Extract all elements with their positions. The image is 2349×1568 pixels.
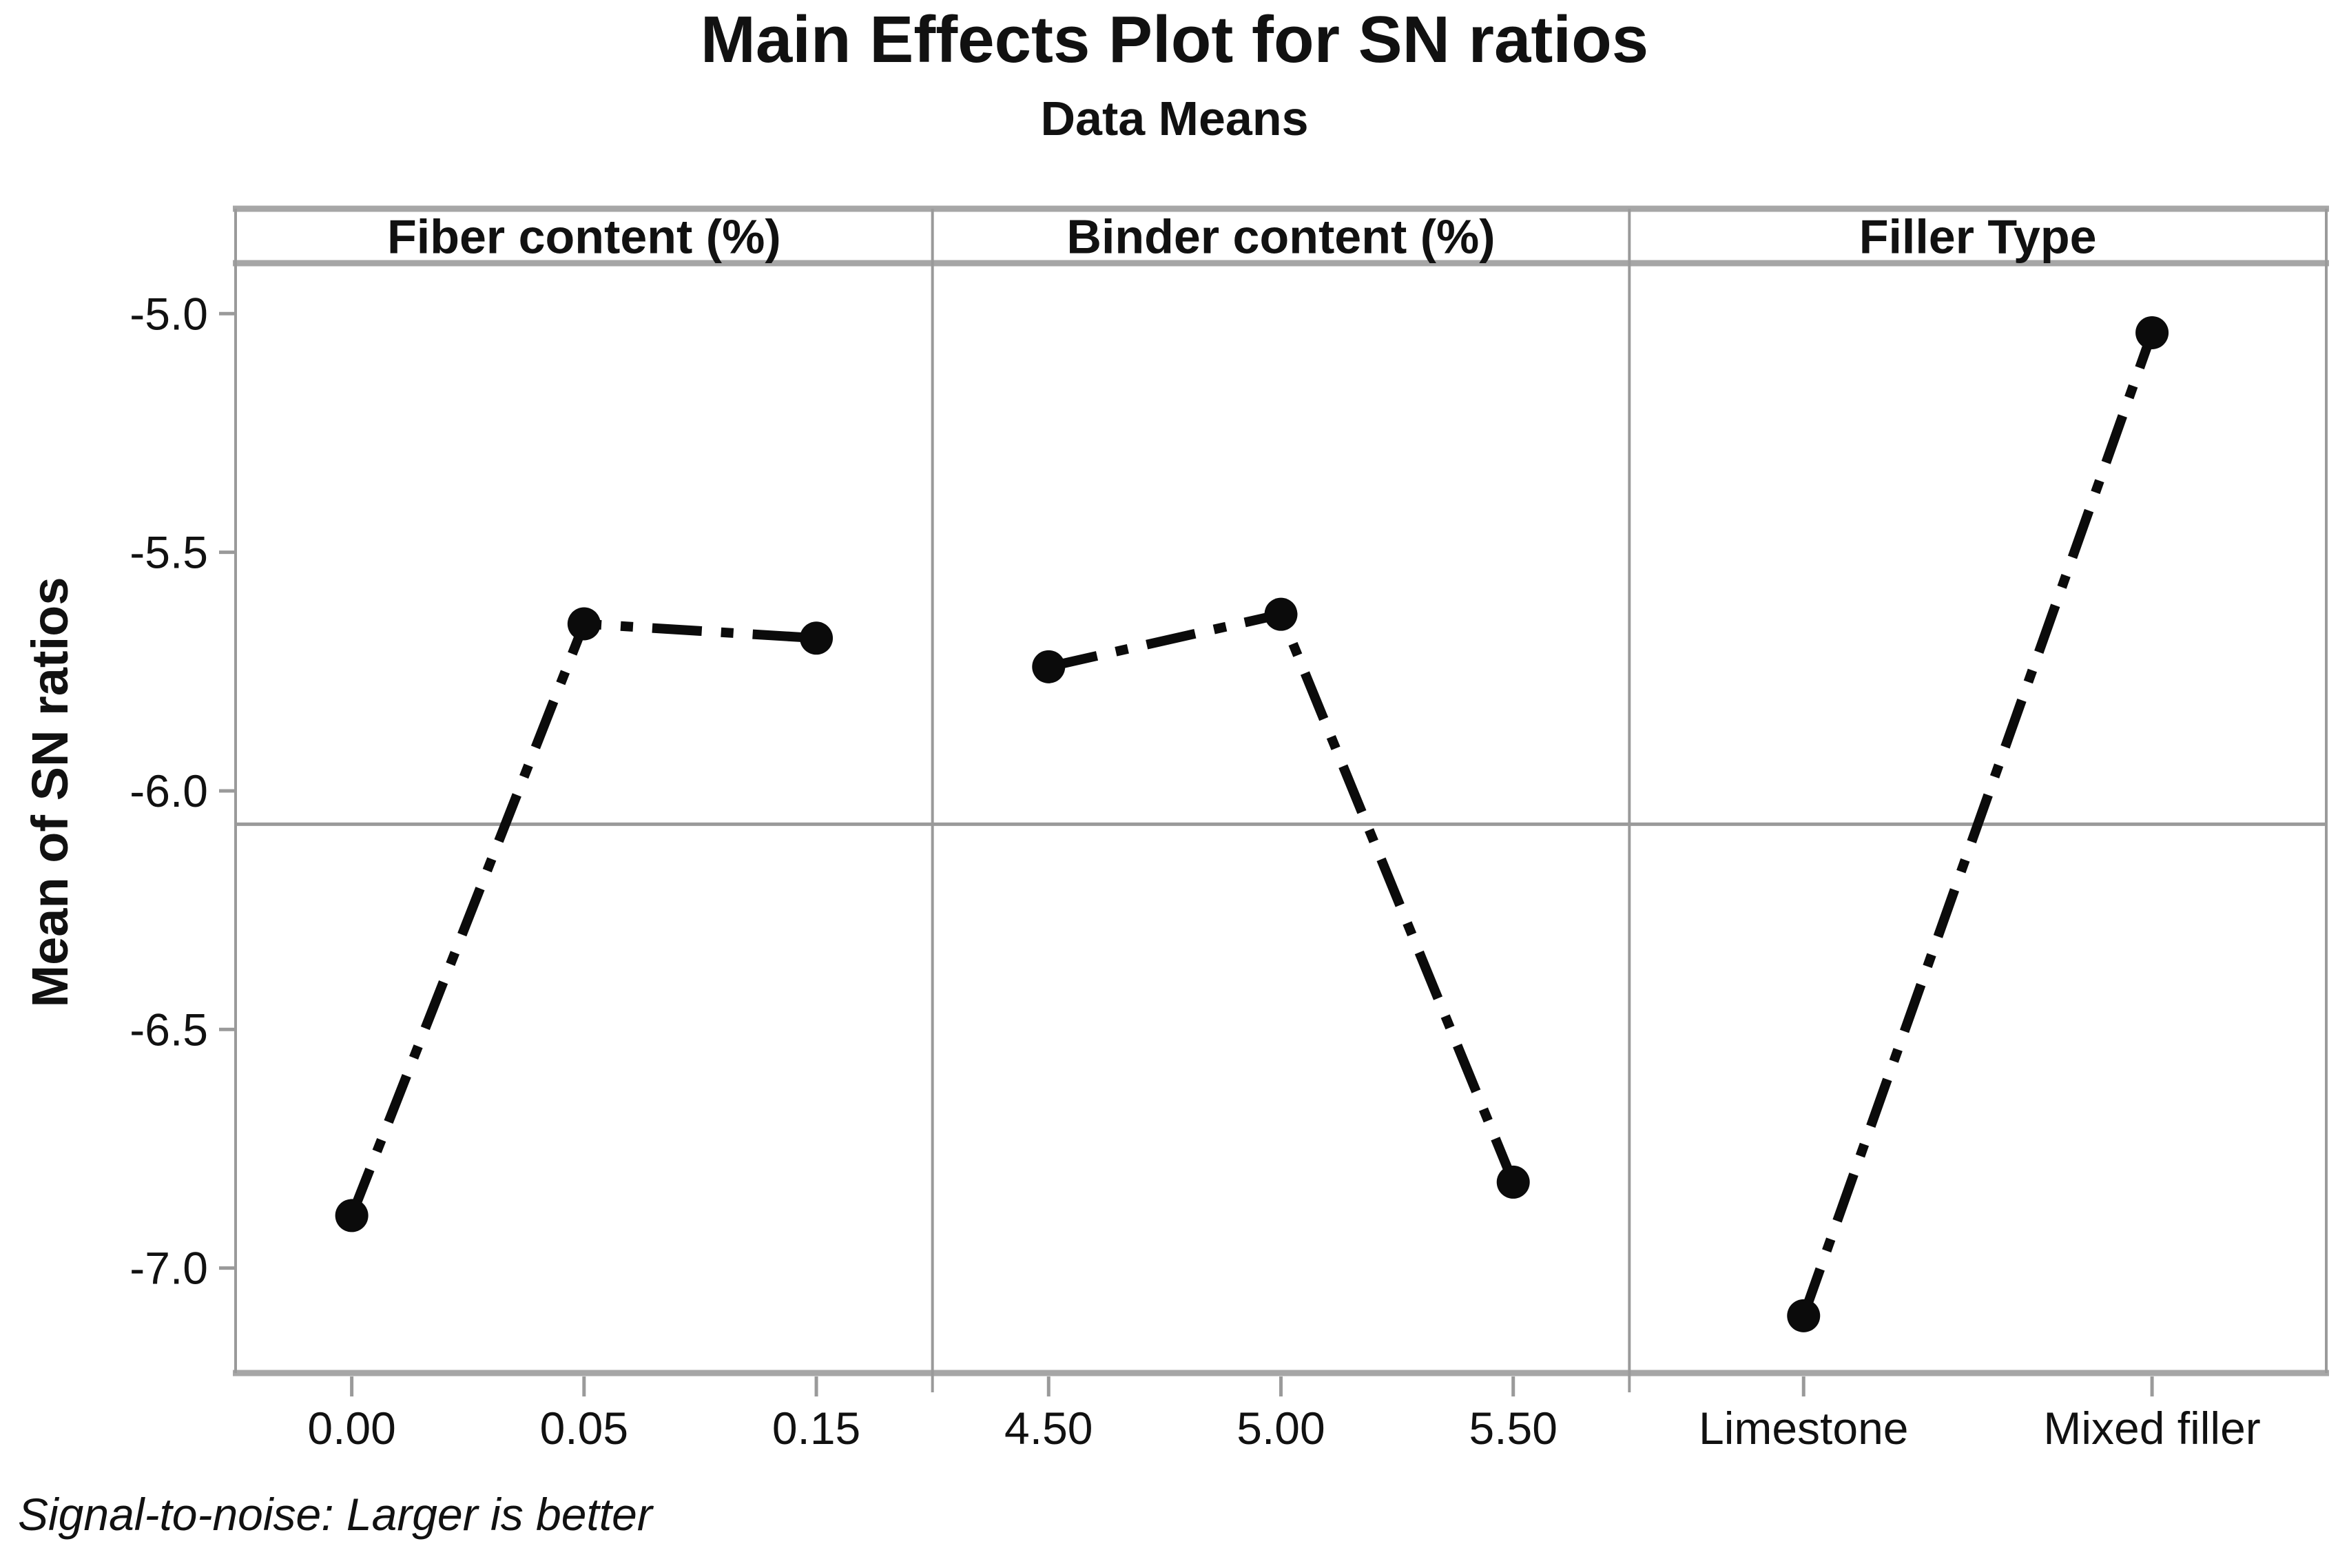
x-tick-label: Mixed filler: [2043, 1403, 2260, 1454]
x-tick-label: 0.15: [772, 1403, 860, 1454]
data-point: [2135, 316, 2169, 349]
x-tick-label: 5.50: [1469, 1403, 1557, 1454]
data-point: [800, 621, 834, 655]
data-point: [1032, 650, 1066, 683]
series-line: [1799, 331, 2157, 1318]
x-tick-label: 5.00: [1236, 1403, 1325, 1454]
chart-title: Main Effects Plot for SN ratios: [700, 3, 1649, 76]
y-tick-label: -5.5: [130, 527, 208, 578]
y-tick-label: -6.0: [130, 765, 208, 816]
data-point: [567, 607, 601, 641]
panel-header-label: Binder content (%): [1066, 210, 1495, 264]
panel-header-label: Fiber content (%): [387, 210, 781, 264]
data-point: [1787, 1299, 1821, 1332]
chart-subtitle: Data Means: [1040, 92, 1309, 145]
panel-header-label: Filler Type: [1859, 210, 2097, 264]
y-tick-label: -6.5: [130, 1004, 208, 1055]
y-tick-label: -5.0: [130, 288, 208, 339]
x-tick-label: Limestone: [1699, 1403, 1909, 1454]
data-point: [335, 1199, 369, 1232]
x-tick-label: 0.00: [307, 1403, 395, 1454]
x-tick-label: 0.05: [540, 1403, 628, 1454]
data-point: [1264, 597, 1298, 631]
plot-background: [236, 209, 2326, 1373]
y-tick-label: -7.0: [130, 1243, 208, 1294]
y-axis-label: Mean of SN ratios: [21, 577, 79, 1008]
data-point: [1496, 1165, 1530, 1199]
footer-note: Signal-to-noise: Larger is better: [18, 1489, 652, 1540]
x-tick-label: 4.50: [1004, 1403, 1093, 1454]
